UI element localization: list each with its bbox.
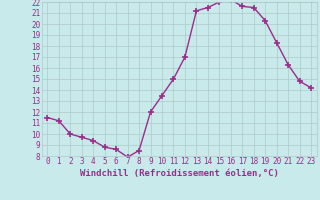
X-axis label: Windchill (Refroidissement éolien,°C): Windchill (Refroidissement éolien,°C)	[80, 169, 279, 178]
